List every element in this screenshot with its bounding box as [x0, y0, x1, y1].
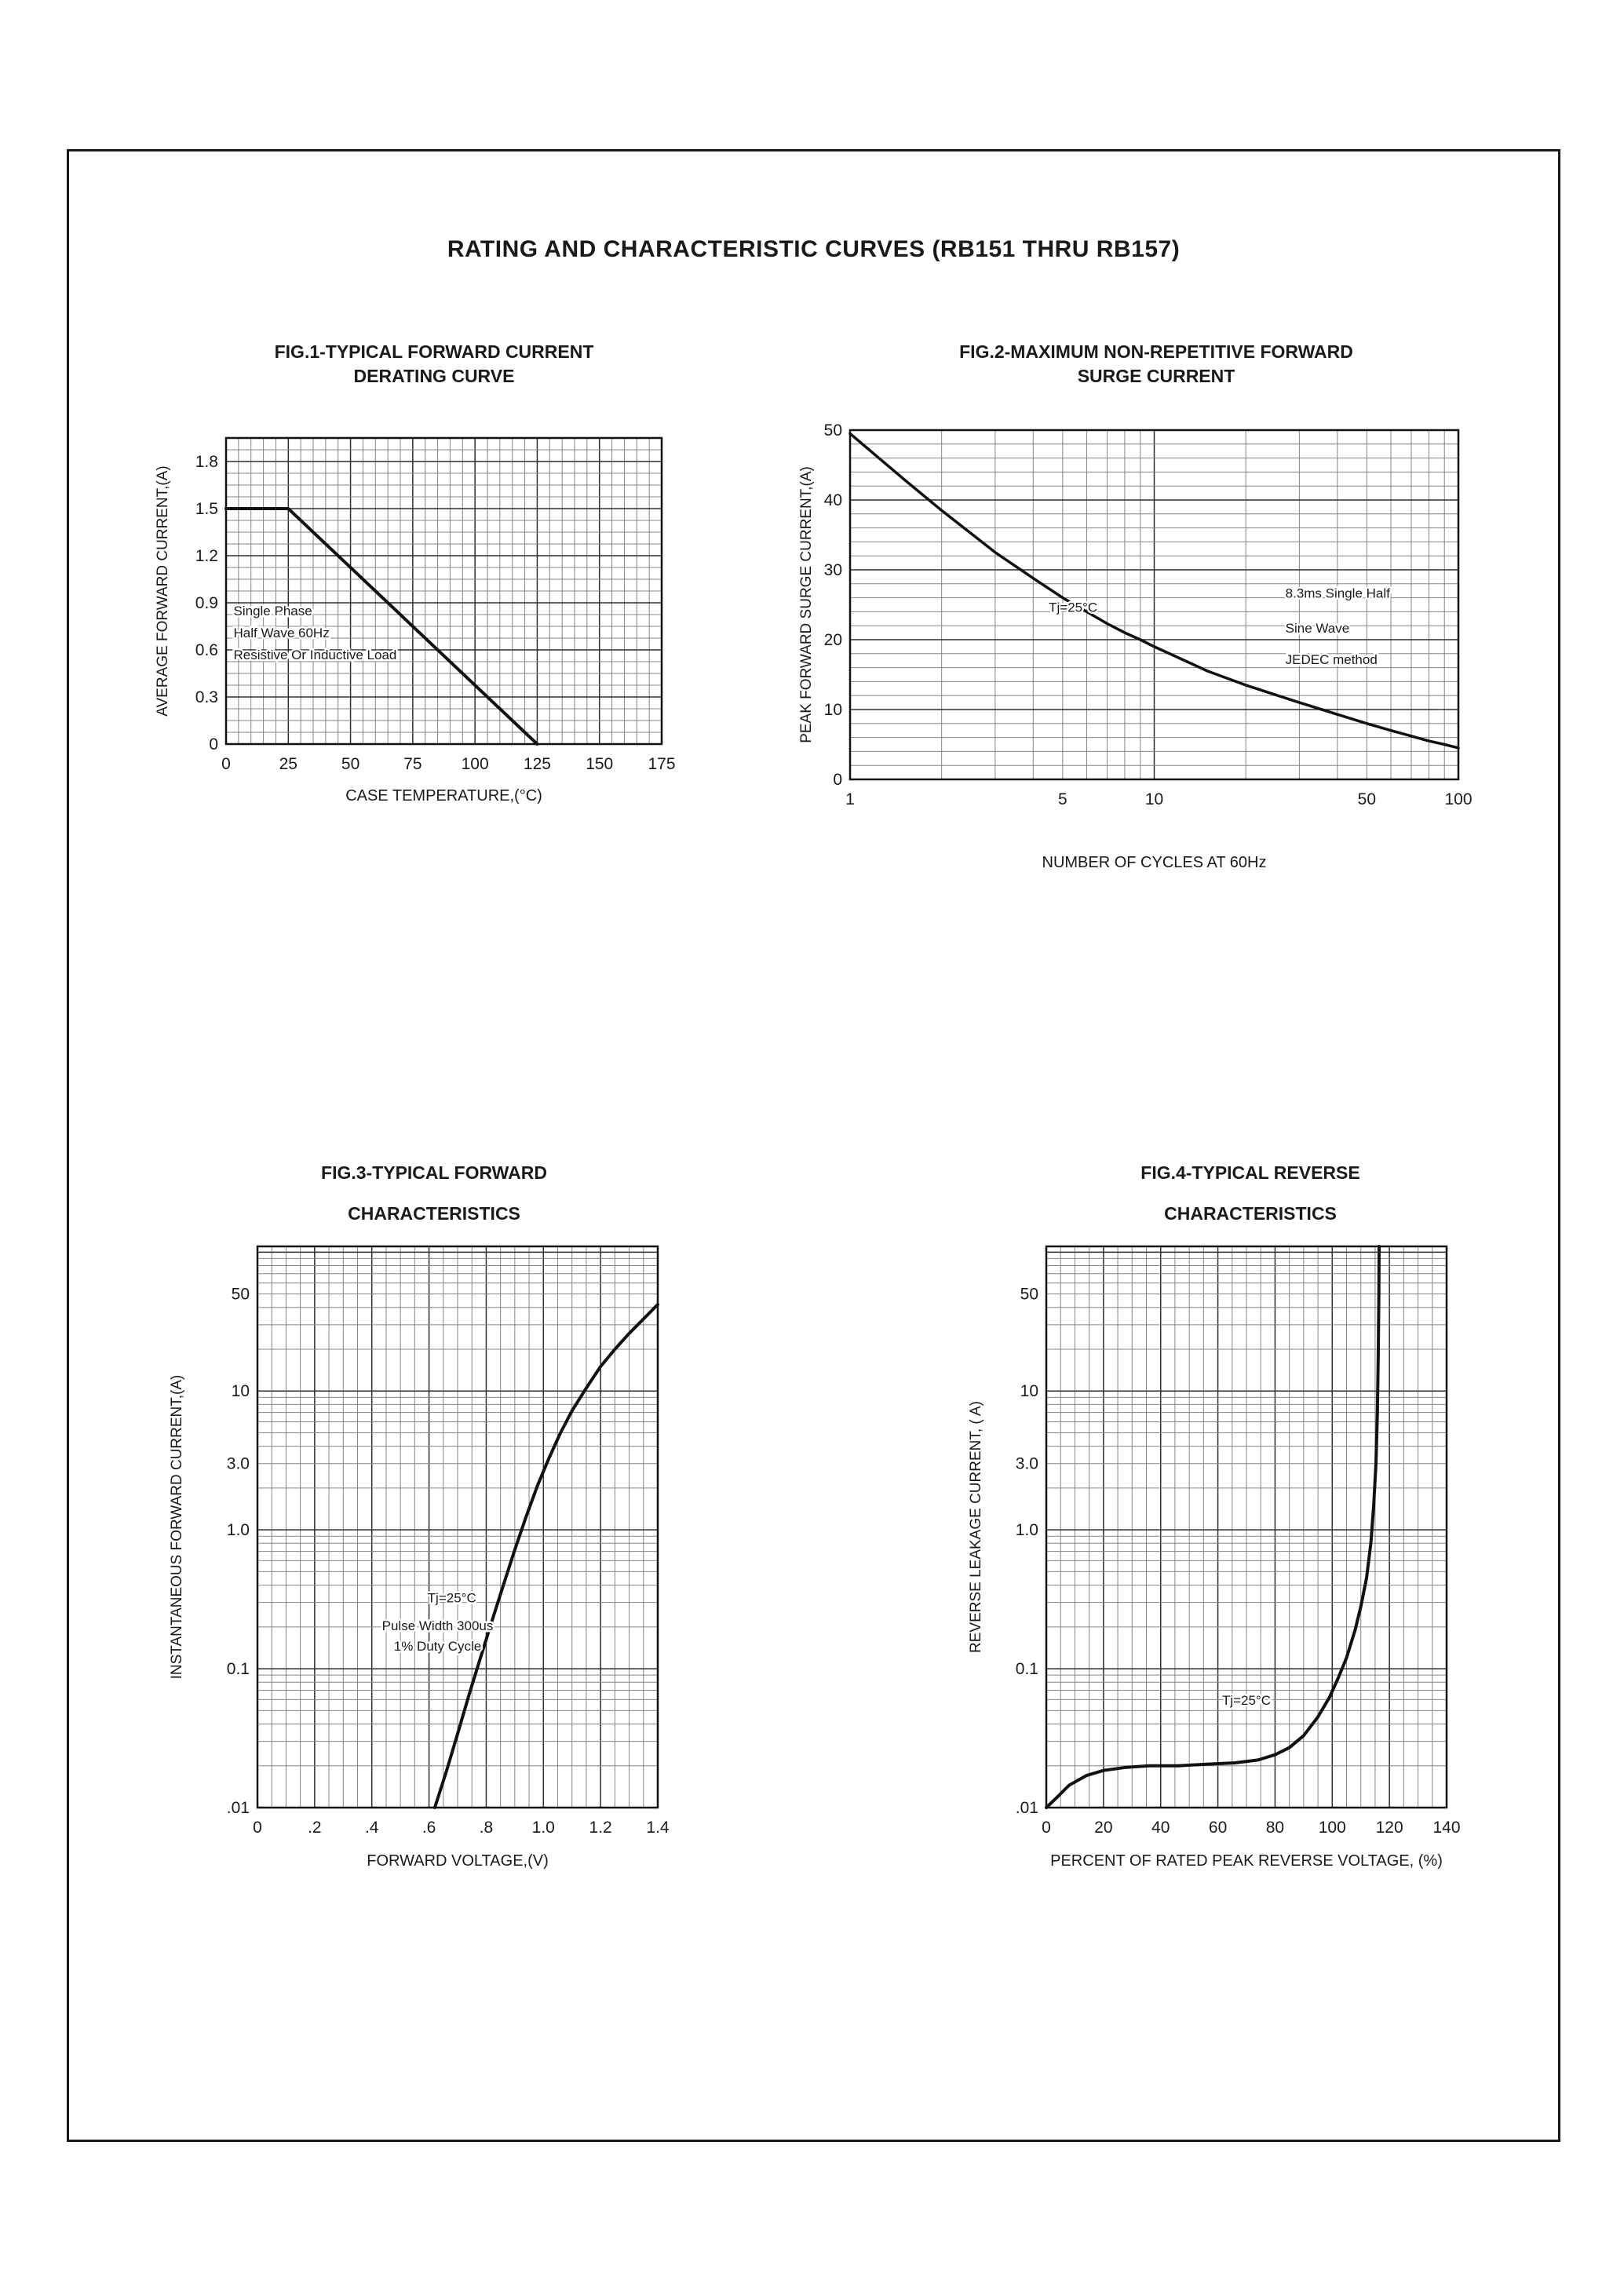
svg-text:1.2: 1.2 [195, 547, 218, 565]
svg-text:INSTANTANEOUS FORWARD CURRENT,: INSTANTANEOUS FORWARD CURRENT,(A) [169, 1375, 185, 1680]
svg-text:Tj=25°C: Tj=25°C [1222, 1693, 1271, 1708]
svg-text:FORWARD VOLTAGE,(V): FORWARD VOLTAGE,(V) [367, 1852, 549, 1870]
svg-text:1.0: 1.0 [1016, 1521, 1038, 1539]
svg-text:AVERAGE FORWARD CURRENT,(A): AVERAGE FORWARD CURRENT,(A) [155, 465, 171, 717]
svg-text:50: 50 [824, 421, 842, 440]
figure-title-line: FIG.1-TYPICAL FORWARD CURRENT [274, 341, 594, 362]
svg-text:.01: .01 [1016, 1799, 1038, 1817]
svg-text:1.8: 1.8 [195, 453, 218, 471]
svg-text:JEDEC method: JEDEC method [1286, 652, 1378, 667]
svg-text:0.1: 0.1 [1016, 1660, 1038, 1678]
svg-text:0: 0 [209, 735, 218, 753]
svg-text:100: 100 [1444, 790, 1472, 808]
svg-text:75: 75 [403, 755, 422, 773]
svg-text:80: 80 [1266, 1819, 1284, 1837]
svg-text:NUMBER OF CYCLES AT 60Hz: NUMBER OF CYCLES AT 60Hz [1042, 854, 1267, 871]
figure-2-title: FIG.2-MAXIMUM NON-REPETITIVE FORWARD SUR… [787, 340, 1525, 389]
figure-1-title: FIG.1-TYPICAL FORWARD CURRENT DERATING C… [120, 340, 748, 389]
svg-text:1.0: 1.0 [227, 1521, 250, 1539]
svg-text:REVERSE LEAKAGE CURRENT, ( A): REVERSE LEAKAGE CURRENT, ( A) [968, 1401, 984, 1653]
svg-text:8.3ms Single Half: 8.3ms Single Half [1286, 586, 1391, 601]
svg-text:20: 20 [824, 631, 842, 649]
svg-text:1.2: 1.2 [589, 1819, 612, 1837]
svg-text:Single Phase: Single Phase [234, 604, 312, 618]
svg-text:10: 10 [824, 701, 842, 719]
svg-text:60: 60 [1209, 1819, 1227, 1837]
svg-text:0: 0 [1042, 1819, 1051, 1837]
svg-text:100: 100 [1319, 1819, 1346, 1837]
svg-text:140: 140 [1432, 1819, 1460, 1837]
figure-1-forward-current-derating: FIG.1-TYPICAL FORWARD CURRENT DERATING C… [120, 340, 748, 880]
figure-4-reverse-characteristics: FIG.4-TYPICAL REVERSE CHARACTERISTICS 0 2… [952, 1152, 1596, 1925]
svg-text:Tj=25°C: Tj=25°C [1049, 600, 1097, 615]
figure-title-line: CHARACTERISTICS [1164, 1203, 1337, 1224]
svg-text:0: 0 [833, 771, 842, 789]
svg-text:50: 50 [1358, 790, 1376, 808]
svg-text:175: 175 [648, 755, 675, 773]
svg-text:50: 50 [232, 1286, 250, 1304]
svg-text:10: 10 [1020, 1382, 1038, 1400]
figure-title-line: SURGE CURRENT [1077, 366, 1235, 386]
svg-text:1% Duty Cycle: 1% Duty Cycle [394, 1639, 481, 1654]
svg-text:1.0: 1.0 [532, 1819, 555, 1837]
svg-text:0.3: 0.3 [195, 688, 218, 706]
figure-2-surge-current: FIG.2-MAXIMUM NON-REPETITIVE FORWARD SUR… [787, 340, 1525, 943]
fig2-surge-current-chart: 1 5 10 50 100 0 10 20 30 40 50 Tj=25°C 8.3ms Single … [798, 421, 1473, 871]
figure-3-title: FIG.3-TYPICAL FORWARD CHARACTERISTICS [120, 1152, 748, 1234]
svg-text:40: 40 [1151, 1819, 1170, 1837]
page-title: RATING AND CHARACTERISTIC CURVES (RB151 … [447, 236, 1181, 262]
figure-title-line: CHARACTERISTICS [348, 1203, 520, 1224]
svg-text:125: 125 [524, 755, 551, 773]
svg-text:20: 20 [1094, 1819, 1112, 1837]
svg-text:30: 30 [824, 561, 842, 579]
svg-text:PEAK FORWARD SURGE CURRENT,(A): PEAK FORWARD SURGE CURRENT,(A) [798, 466, 815, 743]
figure-4-title: FIG.4-TYPICAL REVERSE CHARACTERISTICS [952, 1152, 1549, 1234]
svg-text:1.4: 1.4 [646, 1819, 670, 1837]
svg-text:10: 10 [232, 1382, 250, 1400]
fig4-reverse-characteristics-chart: 0 20 40 60 80 100 120 140 50 10 3.0 1.0 0.1 .01 Tj=25°… [968, 1245, 1461, 1870]
svg-text:Tj=25°C: Tj=25°C [428, 1591, 476, 1606]
svg-text:1: 1 [845, 790, 855, 808]
fig3-forward-characteristics-chart: 0 .2 .4 .6 .8 1.0 1.2 1.4 50 10 3.0 1.0 0.1 .01 Tj=25°… [169, 1245, 670, 1870]
svg-text:PERCENT OF RATED PEAK REVERSE: PERCENT OF RATED PEAK REVERSE VOLTAGE, (… [1050, 1852, 1443, 1870]
page-border: RATING AND CHARACTERISTIC CURVES (RB151 … [67, 149, 1560, 2142]
svg-text:1.5: 1.5 [195, 500, 218, 518]
svg-text:120: 120 [1376, 1819, 1403, 1837]
svg-text:40: 40 [824, 491, 842, 509]
svg-text:.8: .8 [480, 1819, 494, 1837]
figure-title-line: DERATING CURVE [353, 366, 515, 386]
svg-text:0.1: 0.1 [227, 1660, 250, 1678]
svg-text:.6: .6 [422, 1819, 436, 1837]
svg-text:100: 100 [462, 755, 489, 773]
figure-3-forward-characteristics: FIG.3-TYPICAL FORWARD CHARACTERISTICS 0.… [120, 1152, 748, 1925]
svg-text:50: 50 [341, 755, 359, 773]
figure-title-line: FIG.4-TYPICAL REVERSE [1140, 1162, 1360, 1183]
svg-text:0: 0 [221, 755, 231, 773]
svg-text:Resistive Or Inductive Load: Resistive Or Inductive Load [234, 648, 397, 662]
svg-text:10: 10 [1145, 790, 1163, 808]
figure-title-line: FIG.2-MAXIMUM NON-REPETITIVE FORWARD [959, 341, 1353, 362]
svg-text:3.0: 3.0 [1016, 1455, 1038, 1473]
svg-text:.4: .4 [365, 1819, 379, 1837]
svg-text:0.6: 0.6 [195, 641, 218, 659]
svg-text:25: 25 [279, 755, 297, 773]
fig1-derating-curve-chart: 0 25 50 75 100 125 150 175 0 0.3 0.6 0.9 1.2 1.5 1.8 Si… [155, 436, 676, 805]
svg-text:50: 50 [1020, 1286, 1038, 1304]
svg-text:5: 5 [1058, 790, 1067, 808]
svg-text:3.0: 3.0 [227, 1455, 250, 1473]
svg-text:Sine Wave: Sine Wave [1286, 621, 1350, 636]
svg-text:.2: .2 [308, 1819, 322, 1837]
svg-text:0: 0 [253, 1819, 262, 1837]
svg-text:Pulse Width 300us: Pulse Width 300us [382, 1618, 494, 1633]
svg-text:150: 150 [586, 755, 613, 773]
svg-text:Half Wave 60Hz: Half Wave 60Hz [234, 626, 330, 640]
svg-text:0.9: 0.9 [195, 594, 218, 612]
svg-text:CASE TEMPERATURE,(°C): CASE TEMPERATURE,(°C) [345, 787, 542, 805]
svg-text:.01: .01 [227, 1799, 250, 1817]
figure-title-line: FIG.3-TYPICAL FORWARD [321, 1162, 547, 1183]
